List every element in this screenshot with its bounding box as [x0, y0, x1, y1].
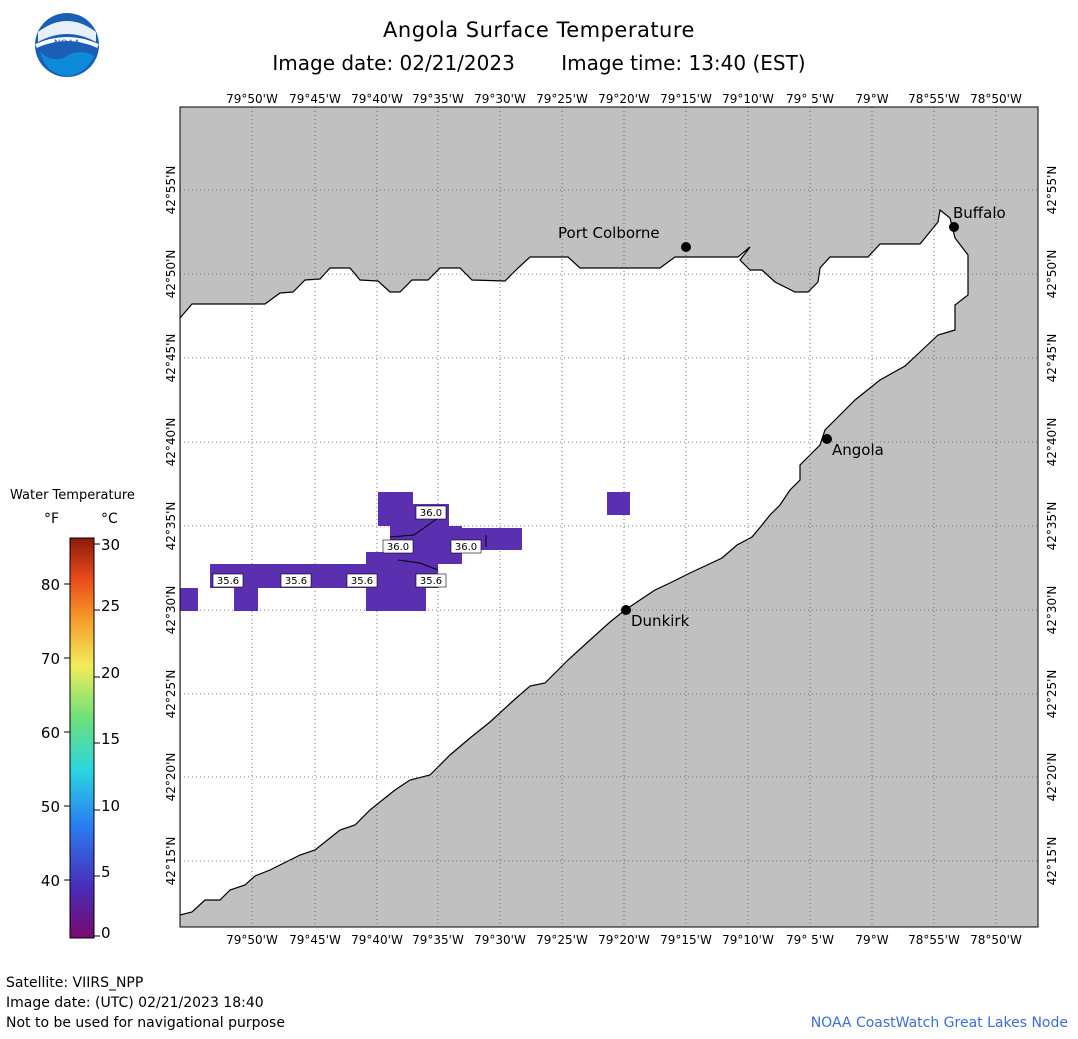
colorbar-c-label: 25 — [101, 597, 120, 615]
colorbar-unit-c: °C — [101, 511, 118, 527]
lon-tick: 79°20'W — [598, 92, 650, 106]
lat-tick: 42°35'N — [164, 502, 178, 551]
isotherm-lines — [389, 517, 487, 571]
lat-tick: 42°30'N — [164, 586, 178, 635]
lon-tick: 79°15'W — [660, 92, 712, 106]
lat-tick: 42°45'N — [1045, 334, 1059, 383]
city-label-buffalo: Buffalo — [953, 204, 1006, 222]
lon-tick: 79°30'W — [474, 933, 526, 947]
lon-tick: 79°20'W — [598, 933, 650, 947]
lake-erie-water — [180, 208, 969, 916]
lat-tick: 42°35'N — [1045, 502, 1059, 551]
noaa-logo-icon: NOAA — [35, 13, 99, 77]
lon-tick: 79° 5'W — [786, 933, 834, 947]
colorbar-f-ticks — [64, 583, 70, 881]
lon-tick: 79°15'W — [660, 933, 712, 947]
isotherm-label: 35.6 — [420, 576, 442, 587]
lon-tick: 79°45'W — [289, 92, 341, 106]
isotherm-label: 36.0 — [420, 508, 442, 519]
lat-tick: 42°15'N — [1045, 837, 1059, 886]
lon-tick: 79°10'W — [722, 933, 774, 947]
lon-tick: 79°35'W — [412, 92, 464, 106]
satellite-info: Satellite: VIIRS_NPP — [6, 975, 144, 991]
lat-tick: 42°25'N — [1045, 670, 1059, 719]
lon-tick: 78°55'W — [908, 933, 960, 947]
map-frame — [179, 106, 1039, 928]
lat-tick: 42°15'N — [164, 837, 178, 886]
isotherm-label: 35.6 — [285, 576, 307, 587]
lat-tick: 42°40'N — [1045, 418, 1059, 467]
lat-tick: 42°45'N — [164, 334, 178, 383]
map-title: Angola Surface Temperature — [383, 18, 695, 42]
disclaimer: Not to be used for navigational purpose — [6, 1015, 285, 1031]
isotherm-label: 35.6 — [351, 576, 373, 587]
colorbar-title: Water Temperature — [10, 488, 135, 503]
lon-ticks-bottom: 79°50'W 79°45'W 79°40'W 79°35'W 79°30'W … — [226, 933, 1022, 947]
city-label-port-colborne: Port Colborne — [558, 224, 660, 242]
colorbar-c-label: 15 — [101, 730, 120, 748]
credit-line: NOAA CoastWatch Great Lakes Node — [810, 1015, 1068, 1031]
image-date: Image date: 02/21/2023 — [272, 51, 515, 75]
colorbar-c-label: 20 — [101, 664, 120, 682]
isotherm-labels: 36.0 36.0 36.0 35.6 35.6 35.6 35.6 — [212, 505, 482, 588]
lat-tick: 42°50'N — [1045, 250, 1059, 299]
lat-tick: 42°25'N — [164, 670, 178, 719]
lat-ticks-left: 42°55'N 42°50'N 42°45'N 42°40'N 42°35'N … — [164, 166, 178, 886]
lon-tick: 79° 5'W — [786, 92, 834, 106]
colorbar-c-label: 5 — [101, 863, 111, 881]
lat-tick: 42°50'N — [164, 250, 178, 299]
colorbar-c-label: 10 — [101, 797, 120, 815]
lon-tick: 79°25'W — [536, 933, 588, 947]
colorbar-f-label: 60 — [41, 724, 60, 742]
colorbar-gradient — [69, 537, 95, 939]
lon-tick: 78°50'W — [970, 933, 1022, 947]
lon-ticks-top: 79°50'W 79°45'W 79°40'W 79°35'W 79°30'W … — [226, 92, 1022, 106]
lon-tick: 79°10'W — [722, 92, 774, 106]
lon-tick: 79°35'W — [412, 933, 464, 947]
colorbar-f-label: 80 — [41, 576, 60, 594]
lon-tick: 79°40'W — [351, 92, 403, 106]
lat-ticks-right: 42°55'N 42°50'N 42°45'N 42°40'N 42°35'N … — [1045, 166, 1059, 886]
isotherm-label: 36.0 — [455, 542, 477, 553]
colorbar-c-label: 0 — [101, 924, 111, 942]
lon-tick: 79°45'W — [289, 933, 341, 947]
lat-tick: 42°55'N — [164, 166, 178, 215]
city-dot — [949, 222, 959, 232]
lon-tick: 78°55'W — [908, 92, 960, 106]
isotherm-label: 36.0 — [387, 542, 409, 553]
colorbar-c-ticks — [94, 543, 100, 937]
lat-tick: 42°55'N — [1045, 166, 1059, 215]
colorbar-c-label: 30 — [101, 536, 120, 554]
city-markers: Port Colborne Buffalo Angola Dunkirk — [558, 204, 1006, 630]
lat-tick: 42°20'N — [1045, 753, 1059, 802]
noaa-logo-text: NOAA — [54, 39, 81, 49]
colorbar: Water Temperature °F °C 80 70 60 50 40 3… — [10, 488, 135, 942]
colorbar-f-label: 50 — [41, 798, 60, 816]
isotherm-label: 35.6 — [217, 576, 239, 587]
image-date-time-row: Image date: 02/21/2023 Image time: 13:40… — [0, 51, 1078, 75]
lon-tick: 79°W — [855, 933, 888, 947]
utc-date-info: Image date: (UTC) 02/21/2023 18:40 — [6, 995, 264, 1011]
city-dot — [681, 242, 691, 252]
lon-tick: 79°30'W — [474, 92, 526, 106]
city-label-angola: Angola — [832, 441, 884, 459]
lon-tick: 79°W — [855, 92, 888, 106]
city-label-dunkirk: Dunkirk — [631, 612, 690, 630]
lat-tick: 42°40'N — [164, 418, 178, 467]
lon-tick: 79°25'W — [536, 92, 588, 106]
graticule — [180, 107, 1038, 927]
lon-tick: 79°50'W — [226, 933, 278, 947]
city-dot — [822, 434, 832, 444]
colorbar-f-label: 40 — [41, 872, 60, 890]
city-dot — [621, 605, 631, 615]
lat-tick: 42°30'N — [1045, 586, 1059, 635]
colorbar-unit-f: °F — [44, 511, 59, 527]
colorbar-f-label: 70 — [41, 650, 60, 668]
lon-tick: 78°50'W — [970, 92, 1022, 106]
lon-tick: 79°40'W — [351, 933, 403, 947]
image-time: Image time: 13:40 (EST) — [561, 51, 806, 75]
lat-tick: 42°20'N — [164, 753, 178, 802]
lon-tick: 79°50'W — [226, 92, 278, 106]
